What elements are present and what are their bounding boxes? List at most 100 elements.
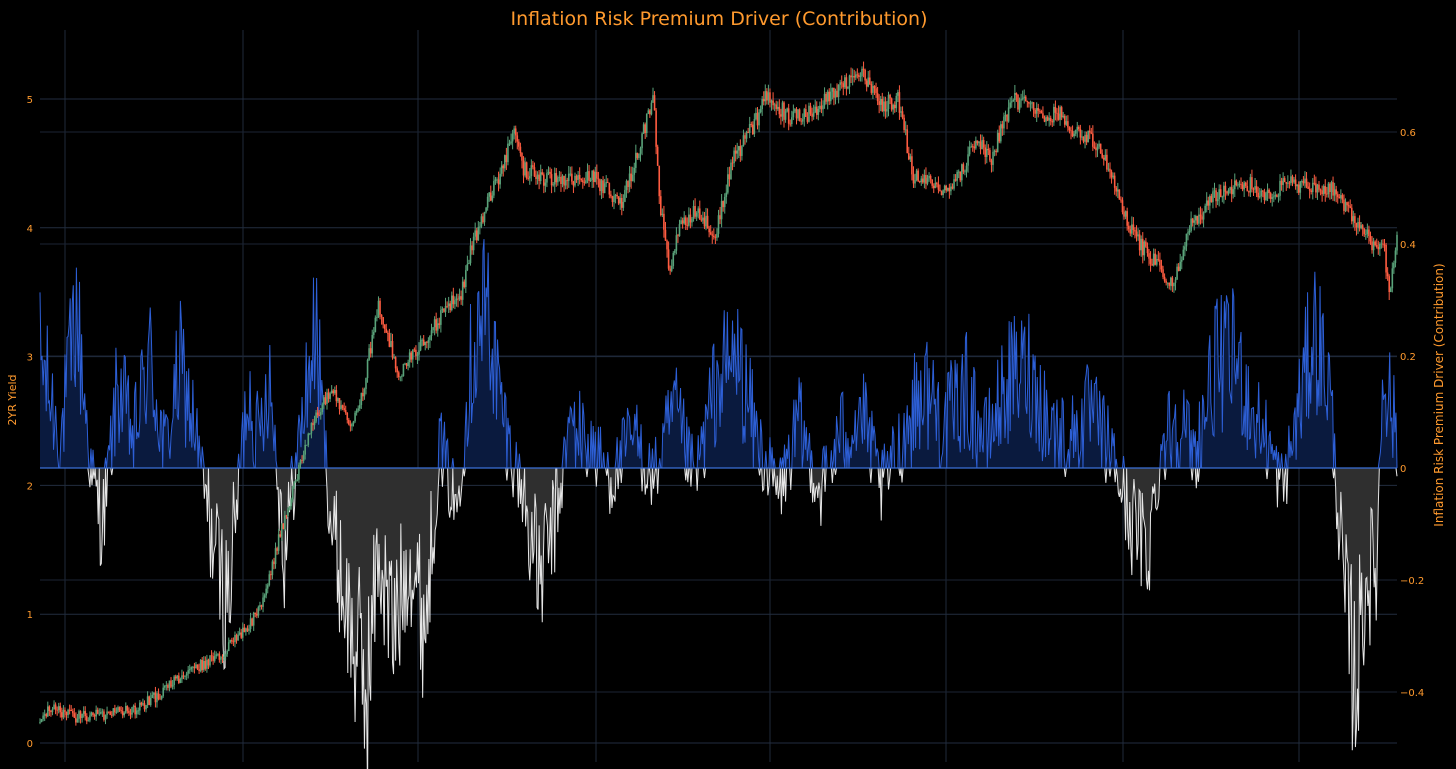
candle-body bbox=[1372, 241, 1375, 251]
candle-body bbox=[973, 146, 976, 149]
candle-body bbox=[67, 709, 69, 716]
candle-body bbox=[1201, 216, 1203, 220]
candle-body bbox=[393, 357, 395, 358]
candle-body bbox=[943, 185, 946, 191]
candle-body bbox=[1230, 187, 1233, 195]
candle-body bbox=[1235, 180, 1238, 186]
candle-body bbox=[1193, 220, 1196, 223]
candle-body bbox=[964, 171, 966, 173]
candle-body bbox=[312, 423, 314, 426]
candle-body bbox=[1311, 182, 1314, 193]
candle-body bbox=[939, 189, 941, 192]
candle-body bbox=[742, 135, 745, 147]
candle-body bbox=[538, 174, 540, 181]
candle-body bbox=[290, 499, 292, 507]
candle-body bbox=[600, 180, 603, 192]
candle-body bbox=[291, 487, 294, 500]
candle-body bbox=[1262, 190, 1264, 192]
candle-body bbox=[680, 220, 682, 225]
candle-body bbox=[106, 711, 108, 716]
candle-body bbox=[661, 213, 664, 216]
candle-body bbox=[135, 710, 138, 715]
candle-body bbox=[567, 173, 570, 182]
candle-body bbox=[1269, 193, 1272, 199]
candle-body bbox=[736, 150, 739, 154]
candle-body bbox=[1243, 182, 1245, 190]
candle-body bbox=[917, 170, 919, 182]
candle-body bbox=[494, 179, 497, 182]
candle-body bbox=[798, 109, 801, 121]
candle-body bbox=[733, 150, 735, 164]
candle-body bbox=[59, 706, 62, 713]
candle-body bbox=[666, 240, 668, 250]
candle-body bbox=[996, 132, 999, 153]
candle-body bbox=[475, 230, 478, 241]
candle-body bbox=[1045, 116, 1047, 122]
candle-body bbox=[1198, 214, 1200, 224]
candle-body bbox=[109, 711, 111, 715]
candle-body bbox=[1336, 194, 1339, 197]
candle-body bbox=[449, 303, 452, 311]
candle-body bbox=[759, 109, 762, 113]
candle-body bbox=[550, 174, 553, 186]
candle-body bbox=[504, 155, 506, 169]
candle-body bbox=[93, 715, 96, 717]
candle-body bbox=[1294, 179, 1297, 187]
candle-body bbox=[257, 606, 260, 616]
candle-body bbox=[188, 669, 191, 671]
candle-body bbox=[427, 340, 430, 343]
candle-body bbox=[544, 182, 547, 186]
candle-body bbox=[124, 705, 127, 713]
candle-body bbox=[1087, 130, 1089, 143]
candle-body bbox=[965, 165, 968, 172]
candle-body bbox=[552, 184, 554, 186]
candle-body bbox=[909, 156, 912, 160]
candle-body bbox=[304, 444, 306, 455]
candle-body bbox=[235, 635, 238, 641]
candle-body bbox=[1385, 244, 1387, 273]
candle-body bbox=[54, 704, 57, 710]
candle-body bbox=[65, 711, 68, 716]
candle-body bbox=[812, 112, 815, 117]
candle-body bbox=[1007, 107, 1010, 122]
candle-body bbox=[1287, 182, 1289, 184]
candle-body bbox=[316, 412, 319, 415]
candle-body bbox=[1332, 182, 1334, 196]
candle-body bbox=[649, 110, 651, 115]
candle-body bbox=[769, 92, 771, 103]
candle-body bbox=[330, 390, 333, 394]
negative-area-line bbox=[40, 467, 1398, 769]
candle-body bbox=[825, 93, 827, 102]
candle-body bbox=[936, 182, 938, 185]
candle-body bbox=[1042, 113, 1044, 119]
candle-body bbox=[1176, 266, 1178, 280]
candle-body bbox=[1060, 107, 1063, 118]
candle-body bbox=[805, 109, 807, 117]
candle-body bbox=[1173, 282, 1175, 287]
candle-body bbox=[1000, 124, 1002, 142]
candle-body bbox=[215, 654, 218, 657]
candle-body bbox=[583, 182, 586, 183]
candle-body bbox=[254, 612, 257, 614]
candle-body bbox=[580, 178, 583, 181]
candle-body bbox=[1277, 195, 1280, 197]
candle-body bbox=[75, 717, 77, 723]
candle-body bbox=[171, 685, 174, 687]
candle-body bbox=[543, 174, 545, 186]
candle-body bbox=[107, 711, 110, 713]
candle-body bbox=[284, 515, 286, 529]
candle-body bbox=[1076, 126, 1079, 131]
candle-body bbox=[851, 76, 854, 78]
candle-body bbox=[767, 92, 770, 101]
candle-body bbox=[510, 141, 512, 144]
candle-body bbox=[1209, 196, 1211, 206]
candle-body bbox=[1010, 101, 1013, 103]
candle-body bbox=[114, 708, 116, 713]
candle-body bbox=[1244, 182, 1247, 186]
candle-body bbox=[932, 185, 935, 189]
candle-body bbox=[81, 713, 83, 719]
candle-body bbox=[192, 666, 194, 668]
candle-body bbox=[397, 372, 400, 377]
candle-body bbox=[1207, 200, 1210, 206]
candle-body bbox=[670, 266, 673, 271]
